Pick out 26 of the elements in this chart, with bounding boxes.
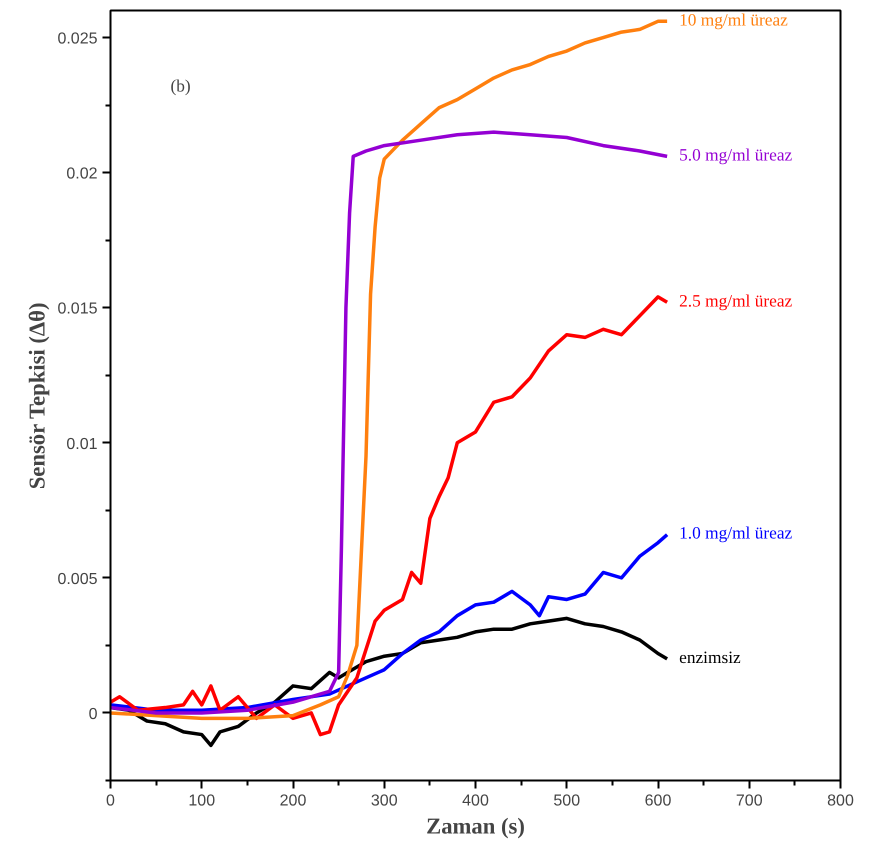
y-tick-label: 0.02 [66, 166, 98, 183]
x-tick-label: 300 [370, 792, 398, 810]
series-label: enzimsiz [679, 648, 742, 667]
series-label: 2.5 mg/ml üreaz [679, 291, 793, 310]
x-axis-title: Zaman (s) [426, 814, 525, 838]
x-tick-label: 0 [106, 792, 116, 810]
y-tick-label: 0.01 [66, 436, 98, 453]
series-label: 1.0 mg/ml üreaz [679, 524, 793, 543]
line-series [110, 20, 669, 720]
x-tick-label: 700 [736, 792, 763, 810]
y-tick-label: 0.015 [57, 300, 98, 318]
line-series [110, 130, 669, 715]
x-tick-label: 200 [280, 792, 306, 810]
y-axis-title: Sensör Tepkisi (Δθ) [24, 302, 50, 490]
annotation: (b) [170, 76, 191, 96]
series-label: 10 mg/ml üreaz [679, 10, 788, 30]
y-tick-label: 0.005 [57, 570, 98, 588]
line-series [110, 295, 669, 736]
x-tick-label: 800 [827, 792, 854, 810]
x-tick-label: 100 [188, 792, 216, 810]
x-tick-label: 500 [553, 792, 580, 810]
series-label: 5.0 mg/ml üreaz [679, 145, 793, 164]
x-tick-label: 600 [644, 792, 672, 810]
y-tick-label: 0 [88, 706, 98, 723]
y-tick-label: 0.025 [57, 30, 98, 48]
x-tick-label: 400 [462, 792, 489, 810]
